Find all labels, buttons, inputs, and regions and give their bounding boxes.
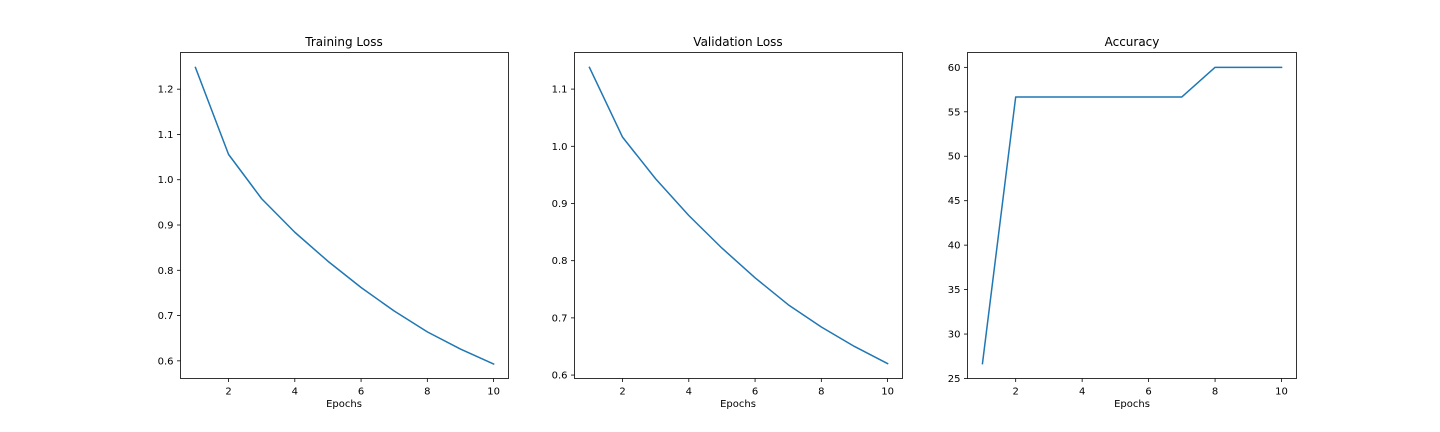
y-tick-label: 0.8: [552, 256, 568, 267]
plot-frame: [574, 52, 903, 379]
y-tick-label: 1.0: [552, 142, 568, 153]
y-tick-label: 0.7: [552, 313, 568, 324]
axis-ticks: 2 4 6 8 10 0.6 0.7 0.8 0.9 1.0 1.1 1.2: [158, 85, 500, 398]
series-line: [588, 66, 889, 365]
chart-title: Validation Loss: [693, 35, 782, 49]
x-axis-label: Epochs: [720, 399, 756, 410]
x-tick-label: 4: [1079, 387, 1085, 398]
y-tick-label: 0.9: [158, 221, 174, 232]
x-tick-label: 4: [292, 387, 298, 398]
y-tick-label: 1.2: [158, 85, 174, 96]
x-tick-label: 6: [752, 387, 758, 398]
plot-frame: [967, 52, 1297, 379]
y-tick-label: 0.6: [158, 356, 174, 367]
y-tick-label: 25: [948, 374, 961, 385]
series-line: [194, 66, 495, 366]
x-tick-label: 6: [1145, 387, 1151, 398]
x-tick-label: 8: [818, 387, 824, 398]
subplot-training-loss: Training Loss 2 4 6 8 10 0.6 0.7 0.8 0.9 1.0 1.1 1.…: [158, 35, 509, 410]
x-tick-label: 2: [619, 387, 625, 398]
x-tick-label: 6: [358, 387, 364, 398]
x-tick-label: 10: [487, 387, 500, 398]
y-tick-label: 0.9: [552, 199, 568, 210]
x-tick-label: 2: [225, 387, 231, 398]
axis-ticks: 2 4 6 8 10 25 30 35 40 45 50 55 60: [948, 63, 1288, 398]
plot-frame: [180, 52, 509, 379]
axis-ticks: 2 4 6 8 10 0.6 0.7 0.8 0.9 1.0 1.1: [552, 85, 894, 398]
x-tick-label: 2: [1012, 387, 1018, 398]
x-tick-label: 4: [686, 387, 692, 398]
x-tick-label: 8: [1212, 387, 1218, 398]
y-tick-label: 50: [948, 152, 961, 163]
y-tick-label: 1.1: [158, 130, 174, 141]
chart-title: Training Loss: [304, 35, 382, 49]
x-axis-label: Epochs: [326, 399, 362, 410]
y-tick-label: 1.1: [552, 85, 568, 96]
subplot-validation-loss: Validation Loss 2 4 6 8 10 0.6 0.7 0.8 0.9 1.0 1.1…: [552, 35, 903, 410]
y-tick-label: 0.7: [158, 311, 174, 322]
chart-title: Accuracy: [1105, 35, 1160, 49]
x-tick-label: 10: [1275, 387, 1288, 398]
y-tick-label: 0.8: [158, 266, 174, 277]
y-tick-label: 55: [948, 107, 961, 118]
y-tick-label: 1.0: [158, 175, 174, 186]
y-tick-label: 30: [948, 330, 961, 341]
x-axis-label: Epochs: [1114, 399, 1150, 410]
y-tick-label: 35: [948, 285, 961, 296]
x-tick-label: 10: [881, 387, 894, 398]
x-tick-label: 8: [424, 387, 430, 398]
y-tick-label: 60: [948, 63, 961, 74]
y-tick-label: 40: [948, 241, 961, 252]
subplot-accuracy: Accuracy 2 4 6 8 10 25 30 35 40 45 50 55 60 Epochs: [948, 35, 1297, 410]
series-line: [981, 66, 1283, 365]
y-tick-label: 0.6: [552, 371, 568, 382]
y-tick-label: 45: [948, 196, 961, 207]
